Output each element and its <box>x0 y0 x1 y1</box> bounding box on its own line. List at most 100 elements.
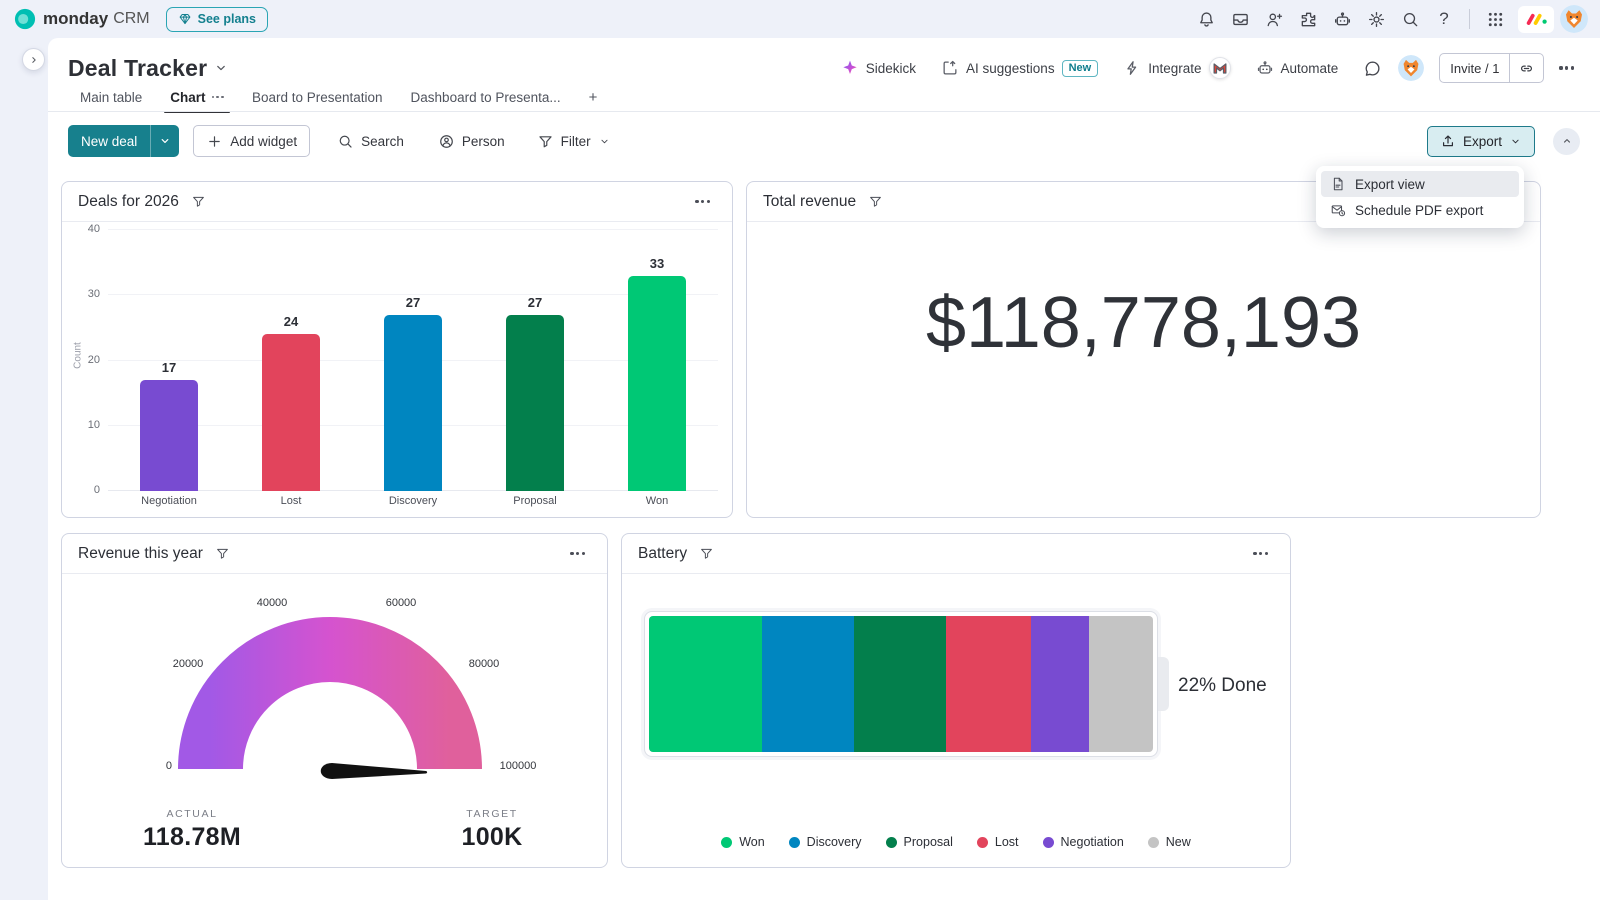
tab-label: Chart <box>170 89 206 105</box>
x-tick-label: Proposal <box>513 495 557 507</box>
sidekick-sparkle-icon <box>843 60 857 74</box>
widget-filter-icon[interactable] <box>215 546 230 561</box>
sidekick-label: Sidekick <box>865 60 917 76</box>
legend-item-discovery[interactable]: Discovery <box>788 835 862 849</box>
y-tick-label: 30 <box>87 288 100 301</box>
legend-dot <box>721 836 733 848</box>
tab-menu-icon[interactable] <box>211 95 224 99</box>
battery-segment-new[interactable] <box>1089 616 1153 752</box>
add-widget-button[interactable]: Add widget <box>193 125 311 157</box>
settings-gear-icon[interactable] <box>1359 5 1393 33</box>
ai-suggestions-label: AI suggestions <box>966 60 1055 76</box>
see-plans-button[interactable]: See plans <box>165 6 268 32</box>
bar-negotiation[interactable] <box>140 380 198 491</box>
gridline <box>108 229 718 230</box>
bar-value-label: 27 <box>527 294 543 310</box>
bar-value-label: 27 <box>405 294 421 310</box>
help-icon[interactable]: ? <box>1427 5 1461 33</box>
collapse-toolbar-button[interactable] <box>1553 127 1580 155</box>
tab-label: Board to Presentation <box>251 89 383 105</box>
monday-brand[interactable]: monday CRM <box>14 8 150 30</box>
export-dropdown-menu: Export view Schedule PDF export <box>1316 166 1524 228</box>
bar-proposal[interactable] <box>506 314 564 491</box>
invite-members-icon[interactable] <box>1257 5 1291 33</box>
gmail-m-icon <box>1213 63 1226 74</box>
user-avatar[interactable] <box>1560 5 1588 33</box>
new-deal-label: New deal <box>81 133 138 149</box>
view-tabs: Main table Chart Board to Presentation Dash… <box>68 86 1580 113</box>
widget-filter-icon[interactable] <box>868 194 883 209</box>
export-button[interactable]: Export <box>1426 125 1535 157</box>
new-deal-dropdown-icon[interactable] <box>150 125 179 157</box>
widget-header: Battery <box>622 534 1290 574</box>
invite-group: Invite / 1 <box>1439 53 1545 83</box>
tab-board-to-presentation[interactable]: Board to Presentation <box>240 87 395 111</box>
automate-button[interactable]: Automate <box>1248 54 1347 82</box>
y-tick-label: 40 <box>87 223 100 235</box>
bar-discovery[interactable] <box>384 314 442 491</box>
legend-label: Proposal <box>903 835 953 849</box>
integrate-button[interactable]: Integrate <box>1115 52 1238 84</box>
apps-marketplace-icon[interactable] <box>1291 5 1325 33</box>
board-title-menu[interactable]: Deal Tracker <box>68 55 229 82</box>
legend-label: Discovery <box>806 835 862 849</box>
board-member-avatar[interactable] <box>1398 55 1425 81</box>
chevron-down-icon <box>601 139 608 143</box>
legend-item-lost[interactable]: Lost <box>976 835 1019 849</box>
filter-button[interactable]: Filter <box>528 127 620 156</box>
battery-segment-won[interactable] <box>649 616 763 752</box>
invite-button[interactable]: Invite / 1 <box>1450 60 1500 76</box>
tab-chart[interactable]: Chart <box>158 87 236 113</box>
x-tick-label: Discovery <box>388 495 438 507</box>
widget-header: Revenue this year <box>62 534 607 574</box>
legend-item-new[interactable]: New <box>1147 835 1191 849</box>
tab-label: Main table <box>80 89 143 105</box>
tab-label: Dashboard to Presenta... <box>410 89 561 105</box>
integrate-zap-icon <box>1127 61 1137 75</box>
legend-item-won[interactable]: Won <box>721 835 765 849</box>
sidekick-button[interactable]: Sidekick <box>833 54 924 82</box>
widget-filter-icon[interactable] <box>699 546 714 561</box>
ai-suggestions-button[interactable]: AI suggestions New <box>933 54 1106 82</box>
battery-segment-negotiation[interactable] <box>1030 616 1090 752</box>
copy-board-link-button[interactable] <box>1509 54 1543 82</box>
board-options-icon[interactable] <box>1553 60 1580 75</box>
inbox-icon[interactable] <box>1223 5 1257 33</box>
filter-label: Filter <box>560 133 591 149</box>
notifications-icon[interactable] <box>1189 5 1223 33</box>
tab-dashboard-to-presenta[interactable]: Dashboard to Presenta... <box>399 87 573 111</box>
battery-segment-lost[interactable] <box>945 616 1031 752</box>
widget-menu-icon[interactable] <box>564 546 591 561</box>
battery-segment-discovery[interactable] <box>762 616 855 752</box>
battery-legend: Won Discovery Proposal Lost Negotiation New <box>622 835 1290 849</box>
integrate-label: Integrate <box>1148 60 1202 76</box>
board-chat-icon[interactable] <box>1355 54 1389 82</box>
battery-segment-proposal[interactable] <box>854 616 946 752</box>
gauge-tick-label: 80000 <box>468 658 500 670</box>
add-view-button[interactable]: + <box>588 88 598 106</box>
monday-home-badge[interactable] <box>1518 5 1554 33</box>
widget-menu-icon[interactable] <box>689 194 716 209</box>
bar-lost[interactable] <box>262 334 320 491</box>
search-button[interactable]: Search <box>328 127 413 156</box>
product-switcher-grid-icon[interactable] <box>1478 5 1512 33</box>
legend-item-negotiation[interactable]: Negotiation <box>1042 835 1124 849</box>
menu-item-export-view[interactable]: Export view <box>1321 171 1519 197</box>
battery-done-label: 22% Done <box>1178 675 1267 696</box>
tab-main-table[interactable]: Main table <box>68 87 154 111</box>
search-icon[interactable] <box>1393 5 1427 33</box>
y-tick-label: 10 <box>87 418 100 431</box>
battery-container <box>644 611 1169 757</box>
widget-filter-icon[interactable] <box>191 194 206 209</box>
new-deal-button[interactable]: New deal <box>68 125 180 157</box>
widget-menu-icon[interactable] <box>1247 546 1274 561</box>
legend-item-proposal[interactable]: Proposal <box>885 835 953 849</box>
assistant-robot-icon[interactable] <box>1325 5 1359 33</box>
expand-sidebar-button[interactable] <box>22 48 45 71</box>
person-filter-button[interactable]: Person <box>429 127 514 156</box>
link-icon <box>1521 65 1533 71</box>
chevron-down-icon <box>1512 139 1519 143</box>
bar-won[interactable] <box>628 275 686 491</box>
menu-item-schedule-pdf-export[interactable]: Schedule PDF export <box>1321 197 1519 223</box>
bar-value-label: 17 <box>161 360 177 376</box>
